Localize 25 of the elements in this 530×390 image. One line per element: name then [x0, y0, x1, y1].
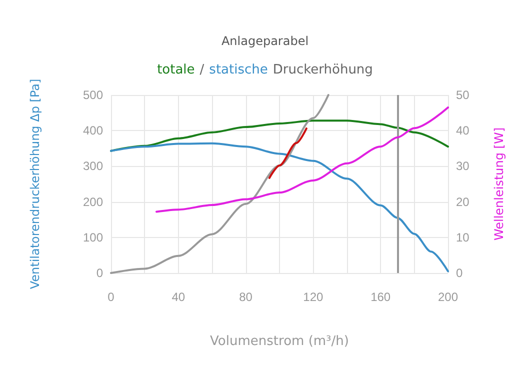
- y2-tick-label: 50: [456, 88, 470, 102]
- y2-tick-label: 30: [456, 159, 470, 174]
- x-tick-label: 200: [438, 290, 458, 304]
- y-tick-label: 400: [82, 124, 104, 138]
- y-axis-title: Ventilatorendruckerhöhung Δp [Pa]: [28, 78, 42, 290]
- line-series: [155, 106, 449, 213]
- y2-tick-label: 40: [456, 124, 470, 138]
- chart-title: Anlageparabel: [221, 34, 309, 48]
- x-tick-label: 40: [172, 290, 186, 304]
- line-series: [268, 127, 308, 179]
- y-tick-label: 0: [96, 266, 104, 280]
- x-tick-label: 80: [239, 290, 253, 304]
- x-tick-label: 160: [370, 290, 391, 304]
- y-tick-label: 100: [82, 230, 104, 244]
- chart-subtitle: totale / statische Druckerhöhung: [157, 62, 373, 78]
- y2-tick-label: 0: [456, 266, 463, 280]
- y-tick-label: 200: [82, 194, 104, 209]
- y-tick-label: 500: [82, 88, 104, 102]
- y2-tick-label: 20: [456, 194, 470, 209]
- x-tick-label: 120: [303, 290, 324, 304]
- x-axis-title: Volumenstrom (m³/h): [210, 334, 349, 349]
- y2-tick-label: 10: [456, 230, 470, 244]
- x-tick-label: 0: [108, 290, 115, 304]
- y-tick-label: 300: [82, 159, 104, 174]
- y2-axis-title: Wellenleistung [W]: [492, 127, 506, 241]
